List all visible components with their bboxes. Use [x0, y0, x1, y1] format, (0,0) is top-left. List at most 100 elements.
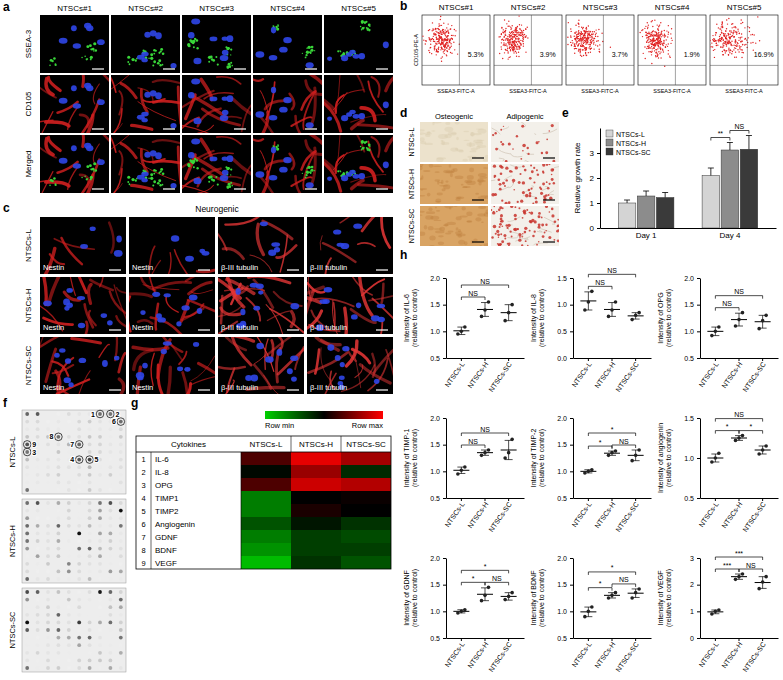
- event-dot: [730, 32, 731, 33]
- event-dot: [447, 43, 448, 44]
- stain-spot: [363, 27, 365, 29]
- cell-fiber: [153, 101, 180, 107]
- cell-fiber: [382, 217, 390, 248]
- event-dot: [578, 26, 579, 27]
- event-dot: [505, 49, 506, 50]
- event-dot: [653, 40, 654, 41]
- stain-spot: [160, 50, 162, 52]
- row-label: SSEA-3: [24, 29, 33, 58]
- event-dot: [587, 33, 588, 34]
- event-dot: [514, 40, 515, 41]
- event-dot: [669, 55, 670, 56]
- event-dot: [728, 42, 729, 43]
- event-dot: [444, 46, 445, 47]
- stain-spot: [305, 57, 307, 59]
- event-dot: [438, 35, 439, 36]
- event-dot: [525, 28, 526, 29]
- scale-bar: [287, 269, 299, 270]
- event-dot: [446, 47, 447, 48]
- event-dot: [578, 45, 579, 46]
- event-dot: [588, 47, 589, 48]
- cell-fiber: [270, 309, 304, 333]
- event-dot: [438, 48, 439, 49]
- event-dot: [506, 39, 507, 40]
- event-dot: [657, 56, 658, 57]
- nucleus: [359, 173, 366, 179]
- event-dot: [654, 50, 655, 51]
- stain-spot: [309, 171, 311, 173]
- event-dot: [446, 55, 447, 56]
- event-dot: [656, 49, 657, 50]
- stain-spot: [131, 178, 134, 181]
- event-dot: [510, 36, 511, 37]
- event-dot: [423, 39, 424, 40]
- scale-bar: [376, 128, 388, 129]
- cell-fiber: [119, 91, 122, 114]
- event-dot: [445, 35, 446, 36]
- event-dot: [441, 39, 442, 40]
- event-dot: [520, 32, 521, 33]
- event-dot: [730, 42, 731, 43]
- stain-spot: [55, 63, 57, 65]
- event-cloud: [638, 19, 673, 67]
- nucleus: [97, 39, 105, 45]
- nucleus: [171, 235, 179, 242]
- image-background: [253, 135, 322, 193]
- cell-fiber: [371, 137, 379, 157]
- event-dot: [444, 29, 445, 30]
- event-dot: [658, 38, 659, 39]
- stain-spot: [211, 58, 214, 61]
- event-dot: [425, 41, 426, 42]
- event-dot: [575, 38, 576, 39]
- event-dot: [444, 49, 445, 50]
- event-dot: [503, 42, 504, 43]
- cell-fiber: [303, 95, 313, 129]
- micrograph: [40, 135, 109, 193]
- event-dot: [576, 36, 577, 37]
- event-dot: [585, 53, 586, 54]
- event-dot: [518, 15, 519, 16]
- event-dot: [654, 46, 655, 47]
- cell-fiber: [72, 339, 101, 343]
- event-dot: [598, 49, 599, 50]
- event-dot: [639, 32, 640, 33]
- event-dot: [452, 39, 453, 40]
- stain-spot: [189, 45, 191, 47]
- nucleus: [383, 161, 389, 168]
- event-dot: [593, 48, 594, 49]
- event-dot: [512, 33, 513, 34]
- event-dot: [505, 35, 506, 36]
- event-dot: [514, 36, 515, 37]
- event-dot: [433, 29, 434, 30]
- event-dot: [499, 36, 500, 37]
- stain-spot: [366, 27, 368, 29]
- event-dot: [527, 27, 528, 28]
- nucleus: [279, 47, 288, 53]
- event-dot: [449, 40, 450, 41]
- stain-spot: [53, 177, 56, 180]
- nucleus: [78, 323, 85, 329]
- event-dot: [656, 38, 657, 39]
- event-dot: [449, 28, 450, 29]
- stain-label: Nestin: [43, 263, 64, 272]
- nucleus: [77, 296, 85, 300]
- nucleus: [176, 321, 181, 326]
- micrograph: [40, 337, 126, 394]
- event-dot: [737, 49, 738, 50]
- nucleus: [71, 85, 77, 91]
- event-dot: [657, 42, 658, 43]
- event-dot: [581, 34, 582, 35]
- event-dot: [521, 31, 522, 32]
- event-dot: [720, 41, 721, 42]
- event-dot: [513, 41, 514, 42]
- event-dot: [438, 32, 439, 33]
- nucleus: [346, 172, 352, 177]
- event-dot: [574, 45, 575, 46]
- stain-spot: [360, 26, 361, 27]
- event-dot: [508, 41, 509, 42]
- event-dot: [653, 41, 654, 42]
- event-dot: [515, 51, 516, 52]
- event-dot: [434, 49, 435, 50]
- event-dot: [588, 37, 589, 38]
- event-dot: [586, 47, 587, 48]
